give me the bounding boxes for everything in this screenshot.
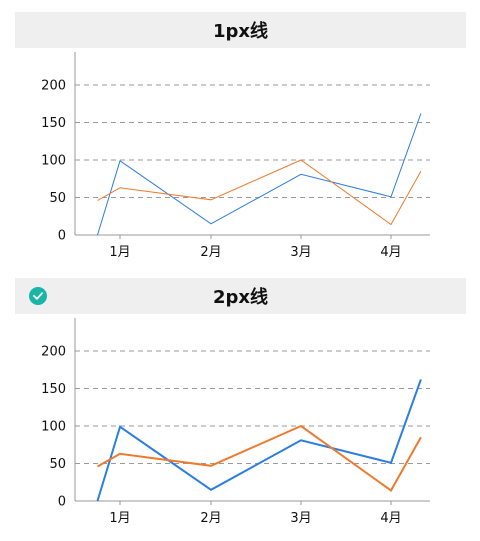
y-tick-label: 0 [58, 495, 66, 510]
x-tick-label: 1月 [109, 511, 130, 526]
line-chart-2px: 0 50 100 150 200 1月 2月 3月 4月 [41, 318, 430, 526]
y-tick-label: 50 [49, 457, 66, 472]
panel-header: 1px线 [15, 12, 466, 48]
y-tick-label: 150 [41, 116, 66, 131]
y-tick-label: 100 [41, 420, 66, 435]
y-tick-label: 0 [58, 229, 66, 244]
x-tick-label: 3月 [290, 511, 311, 526]
y-tick-label: 200 [41, 345, 66, 360]
series-line-1 [96, 379, 422, 502]
chart-title: 1px线 [212, 21, 269, 42]
y-tick-label: 100 [41, 154, 66, 169]
chart-title: 2px线 [212, 287, 269, 308]
panel-header[interactable]: 2px线 [15, 278, 466, 314]
y-tick-label: 50 [49, 191, 66, 206]
series-line-2 [97, 424, 422, 492]
line-chart-1px: 0 50 100 150 200 1月 2月 3月 4月 [41, 52, 430, 260]
y-tick-label: 150 [41, 382, 66, 397]
y-tick-label: 200 [41, 79, 66, 94]
series-line-1 [97, 113, 422, 236]
x-tick-label: 4月 [380, 245, 401, 260]
series-line-2 [97, 159, 422, 226]
x-tick-label: 2月 [200, 245, 221, 260]
check-circle-icon[interactable] [29, 287, 47, 305]
x-tick-label: 4月 [380, 511, 401, 526]
x-tick-label: 2月 [200, 511, 221, 526]
x-tick-label: 1月 [109, 245, 130, 260]
x-tick-label: 3月 [290, 245, 311, 260]
